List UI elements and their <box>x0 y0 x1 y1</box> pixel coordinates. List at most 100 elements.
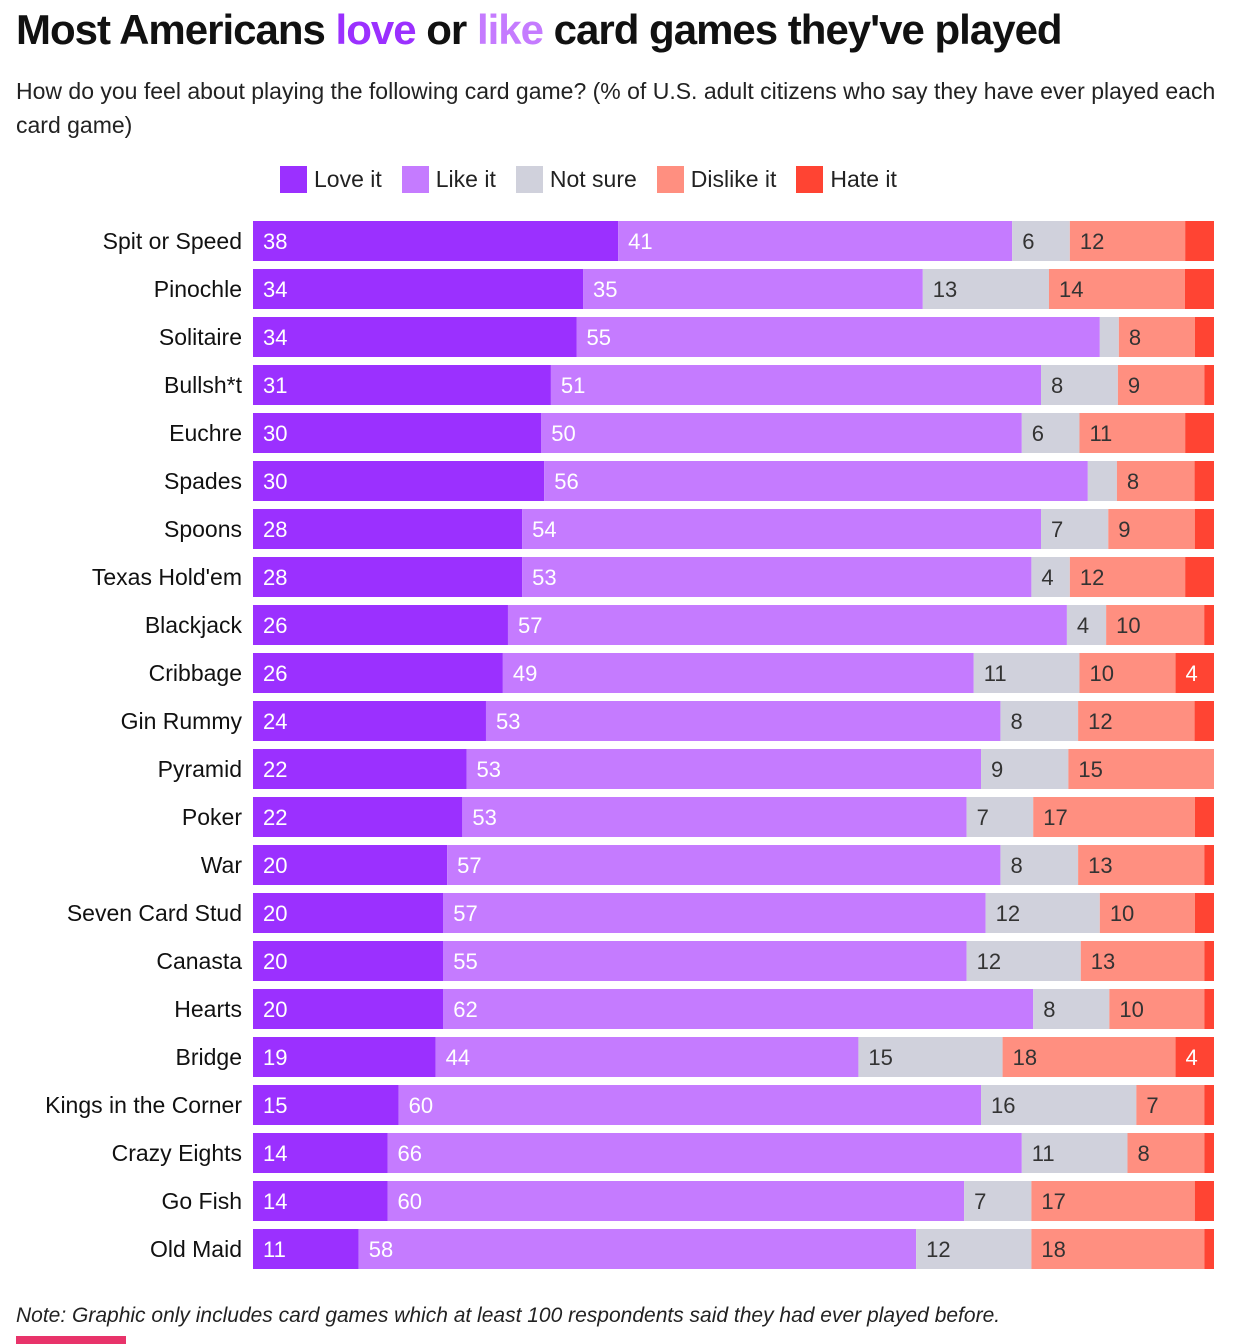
bar-segment-love <box>253 893 444 933</box>
bar-segment-love <box>253 269 584 309</box>
bar-segment-like <box>443 989 1034 1029</box>
data-label-not_sure: 16 <box>991 1093 1015 1118</box>
category-label: Spades <box>164 468 242 494</box>
bar-segment-dislike <box>1099 893 1195 933</box>
bar-segment-like <box>443 893 986 933</box>
bar-segment-hate <box>1204 605 1214 645</box>
data-label-love: 34 <box>263 277 287 302</box>
bar-segment-hate <box>1204 989 1214 1029</box>
data-label-not_sure: 6 <box>1032 421 1044 446</box>
bar-segment-love <box>253 1037 436 1077</box>
bar-segment-not_sure <box>985 893 1100 933</box>
title-part-2: or <box>415 6 477 53</box>
bar-segment-hate <box>1185 221 1214 261</box>
bar-segment-dislike <box>1079 653 1176 693</box>
bar-segment-like <box>544 461 1088 501</box>
category-label: Poker <box>182 804 242 830</box>
data-label-not_sure: 13 <box>933 277 957 302</box>
bar-segment-love <box>253 1085 399 1125</box>
data-label-like: 53 <box>477 757 501 782</box>
bar-row: Solitaire 34 55 8 <box>159 317 1214 357</box>
bar-segment-like <box>398 1085 982 1125</box>
legend-label-hate: Hate it <box>830 165 897 192</box>
data-label-love: 20 <box>263 901 287 926</box>
category-label: Cribbage <box>149 660 242 686</box>
data-label-like: 62 <box>453 997 477 1022</box>
bar-row: Go Fish 14 60 7 17 <box>161 1181 1214 1221</box>
bar-segment-dislike <box>1031 1229 1205 1269</box>
bar-segment-not_sure <box>973 653 1080 693</box>
data-label-like: 35 <box>593 277 617 302</box>
data-label-love: 14 <box>263 1141 287 1166</box>
bar-segment-dislike <box>1048 269 1185 309</box>
data-label-dislike: 17 <box>1043 805 1067 830</box>
bar-segment-like <box>435 1037 859 1077</box>
bar-segment-not_sure <box>1021 413 1080 453</box>
legend-label-dislike: Dislike it <box>690 165 777 192</box>
data-label-love: 24 <box>263 709 287 734</box>
legend-label-love: Love it <box>314 165 382 192</box>
bar-segment-not_sure <box>966 941 1081 981</box>
data-label-not_sure: 8 <box>1051 373 1063 398</box>
bar-row: Euchre 30 50 6 11 <box>169 413 1214 453</box>
bar-segment-hate <box>1194 509 1214 549</box>
data-label-not_sure: 8 <box>1010 709 1022 734</box>
data-label-not_sure: 7 <box>974 1189 986 1214</box>
data-label-not_sure: 15 <box>868 1045 892 1070</box>
data-label-not_sure: 8 <box>1010 853 1022 878</box>
bar-segment-like <box>550 365 1042 405</box>
bar-segment-not_sure <box>1099 317 1119 357</box>
bar-segment-hate <box>1204 941 1214 981</box>
data-label-dislike: 15 <box>1078 757 1102 782</box>
data-label-like: 56 <box>554 469 578 494</box>
data-label-like: 58 <box>369 1237 393 1262</box>
data-label-dislike: 8 <box>1127 469 1139 494</box>
category-label: Bullsh*t <box>164 372 243 398</box>
legend-swatch-hate <box>796 165 824 193</box>
data-label-not_sure: 11 <box>984 661 1007 686</box>
legend-label-not_sure: Not sure <box>549 165 637 192</box>
data-label-like: 51 <box>561 373 585 398</box>
data-label-like: 53 <box>496 709 520 734</box>
bar-segment-love <box>253 365 551 405</box>
legend-item-love: Love it <box>280 165 382 193</box>
data-label-like: 60 <box>398 1189 422 1214</box>
bar-segment-dislike <box>1108 509 1195 549</box>
bar-segment-not_sure <box>1031 557 1070 597</box>
data-label-love: 22 <box>263 757 287 782</box>
legend-item-hate: Hate it <box>796 165 897 193</box>
data-label-dislike: 10 <box>1116 613 1140 638</box>
bar-segment-hate <box>1194 461 1214 501</box>
chart-subtitle: How do you feel about playing the follow… <box>16 78 1216 138</box>
bar-row: Bridge 19 44 15 18 4 <box>176 1037 1214 1077</box>
bar-segment-dislike <box>1079 413 1186 453</box>
category-label: Old Maid <box>150 1236 242 1262</box>
bar-segment-hate <box>1204 1133 1214 1173</box>
data-label-not_sure: 12 <box>996 901 1020 926</box>
data-label-like: 53 <box>472 805 496 830</box>
data-label-not_sure: 4 <box>1041 565 1053 590</box>
brand-logo-fragment <box>16 1336 126 1344</box>
chart-title: Most Americans love or like card games t… <box>16 6 1063 54</box>
bar-row: Kings in the Corner 15 60 16 7 <box>45 1085 1214 1125</box>
data-label-love: 15 <box>263 1093 287 1118</box>
legend-item-like: Like it <box>401 165 496 193</box>
bar-segment-dislike <box>1069 557 1186 597</box>
bar-row: Texas Hold'em 28 53 4 12 <box>92 557 1214 597</box>
data-label-love: 20 <box>263 949 287 974</box>
category-label: Texas Hold'em <box>92 564 242 590</box>
bar-segment-not_sure <box>964 1181 1032 1221</box>
bar-segment-not_sure <box>1041 365 1118 405</box>
category-label: Pyramid <box>158 756 242 782</box>
bar-segment-not_sure <box>1066 605 1107 645</box>
category-label: Pinochle <box>154 276 242 302</box>
data-label-like: 55 <box>453 949 477 974</box>
data-label-love: 20 <box>263 853 287 878</box>
bar-segment-dislike <box>1078 701 1195 741</box>
bar-segment-dislike <box>1033 797 1195 837</box>
bar-segment-hate <box>1194 797 1214 837</box>
bar-segment-not_sure <box>858 1037 1003 1077</box>
bar-segment-dislike <box>1078 845 1205 885</box>
data-label-love: 34 <box>263 325 287 350</box>
data-label-love: 31 <box>263 373 287 398</box>
